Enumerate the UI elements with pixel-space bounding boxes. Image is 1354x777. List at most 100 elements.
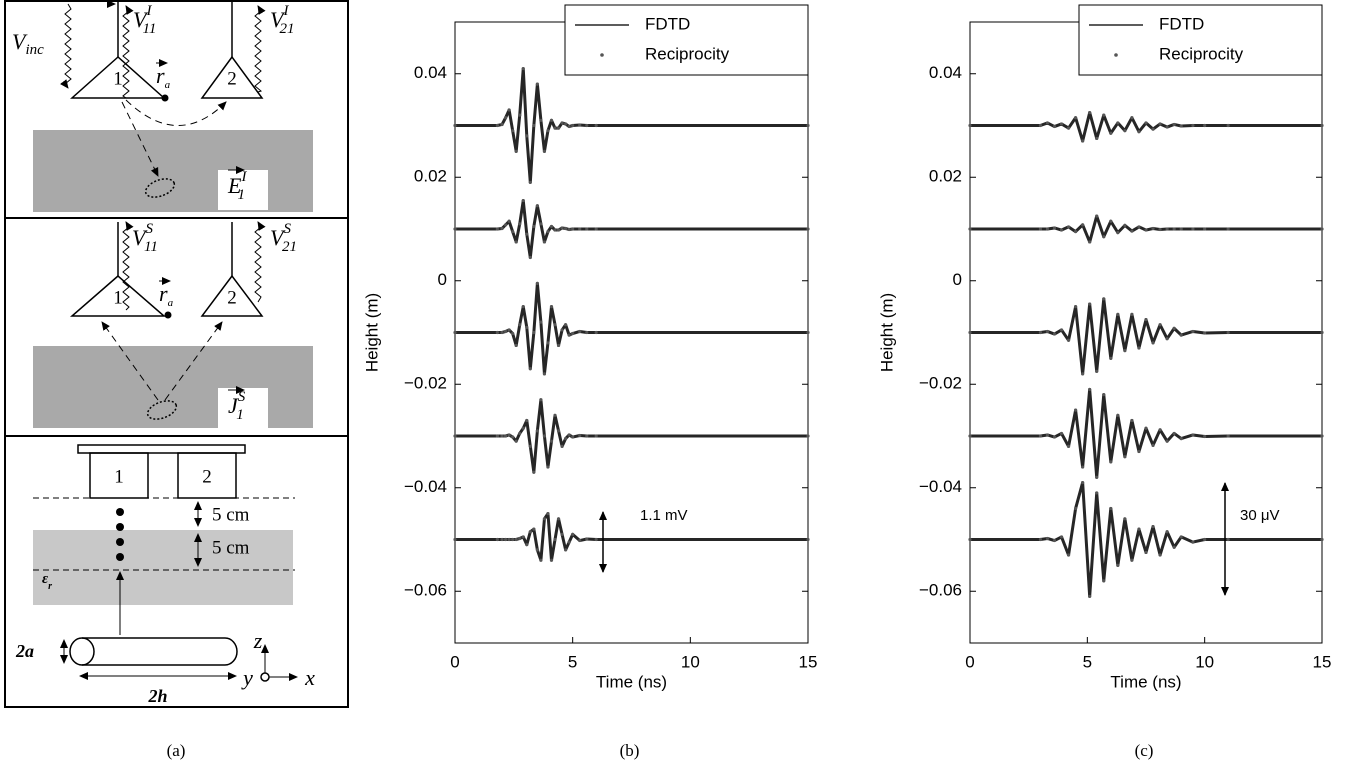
legend-label: Reciprocity <box>645 44 730 63</box>
trace-dot <box>571 532 575 536</box>
symbol: E <box>227 173 242 198</box>
trace-dot <box>1226 330 1230 335</box>
trace-dot <box>1191 123 1195 128</box>
trace-dot <box>514 439 518 443</box>
trace-dot <box>1137 527 1141 531</box>
legend-dot <box>1114 53 1118 57</box>
trace-dot <box>500 122 504 127</box>
trace-dot <box>1059 328 1064 332</box>
trace-dot <box>560 121 564 125</box>
trace-dot <box>503 537 508 542</box>
trace-dot <box>453 537 457 542</box>
trace-dot <box>1203 123 1207 128</box>
trace-dot <box>1165 337 1169 341</box>
trace-dot <box>806 537 810 542</box>
trace-dot <box>1203 537 1207 542</box>
subscript: 1 <box>237 187 245 203</box>
trace-dot <box>507 537 511 542</box>
trace-dot <box>806 227 810 231</box>
x-tick-label: 10 <box>681 652 700 671</box>
annotation: 1.1 mV <box>640 507 688 524</box>
superscript: S <box>283 221 291 237</box>
trace-dot <box>553 323 557 327</box>
trace-line <box>970 481 1322 598</box>
trace-dot <box>564 436 568 441</box>
trace-dot <box>1226 537 1230 542</box>
trace-dot <box>1109 356 1113 360</box>
trace-dot <box>578 329 582 334</box>
trace-dot <box>539 222 543 226</box>
trace-dot <box>1116 413 1120 417</box>
trace-dot <box>1165 530 1169 534</box>
trace-dot <box>1151 443 1155 447</box>
y-tick-label: −0.04 <box>919 477 962 496</box>
y-tick-label: 0 <box>953 270 962 289</box>
trace-dot <box>518 431 522 436</box>
axis-label: x <box>304 665 315 690</box>
axis-label: z <box>253 628 263 653</box>
trace-dot <box>1158 227 1162 232</box>
diagram-labels: 1 2 1 2 1 2 5 cm 5 cm 2a 2h z y x (a) <box>15 68 315 760</box>
trace-dot <box>1052 226 1057 230</box>
x-tick-label: 0 <box>450 652 459 671</box>
trace-dot <box>1226 123 1230 128</box>
math-label: VS 11 <box>132 221 158 255</box>
math-label: VS 21 <box>270 221 297 255</box>
trace-dot <box>1052 124 1057 129</box>
trace-dot <box>514 149 518 153</box>
plot: −0.06 −0.04 −0.02 0 0.02 0.04 0 5 10 15 Time (ns) H… <box>877 4 1331 760</box>
trace-dot <box>500 330 504 335</box>
plot: −0.06 −0.04 −0.02 0 0.02 0.04 0 5 10 15 Time (ns) H… <box>362 4 817 760</box>
trace-dot <box>1066 553 1071 557</box>
trace-dot <box>553 126 557 130</box>
symbol: ε <box>42 571 49 587</box>
trace-dot <box>549 558 554 562</box>
trace-dot <box>1059 535 1064 539</box>
trace-dot <box>1203 434 1207 439</box>
x-axis-label: Time (ns) <box>596 672 667 691</box>
wave-arrow <box>122 5 134 99</box>
point <box>164 311 172 319</box>
trace-dot <box>507 433 511 437</box>
trace-dot <box>1038 123 1042 128</box>
trace-dot <box>560 444 564 448</box>
trace-dot <box>1137 346 1141 350</box>
symbol: V <box>12 29 28 54</box>
trace-dot <box>1066 126 1071 130</box>
antenna <box>200 274 264 317</box>
caption: (a) <box>167 741 186 760</box>
trace-dot <box>1165 125 1169 129</box>
path-arrow <box>164 321 223 401</box>
trace-dot <box>495 330 499 335</box>
trace-dot <box>968 537 972 542</box>
trace-dot <box>453 330 457 335</box>
trace-dot <box>549 305 554 309</box>
trace-dot <box>1151 127 1155 131</box>
ground <box>33 346 313 428</box>
trace-dot <box>511 331 515 336</box>
trace-dot <box>1151 226 1155 231</box>
trace-dot <box>1059 228 1064 232</box>
trace-dot <box>539 398 543 402</box>
antenna-label: 1 <box>114 466 124 487</box>
trace-dot <box>1179 535 1183 539</box>
trace-dot <box>1158 428 1162 432</box>
trace-dot <box>1179 227 1183 231</box>
trace-line <box>970 387 1322 479</box>
dimension-label: 5 cm <box>212 537 250 558</box>
trace-dot <box>1226 434 1230 438</box>
trace-dot <box>1172 431 1176 436</box>
trace-dot <box>507 108 511 112</box>
trace-dot <box>1102 113 1106 117</box>
trace-dot <box>521 426 525 430</box>
trace-dot <box>968 123 972 128</box>
symbol: r <box>159 281 168 306</box>
trace-dot <box>1074 305 1078 309</box>
trace-dot <box>1109 131 1113 135</box>
trace-line <box>455 67 808 184</box>
trace-dot <box>1059 122 1064 126</box>
trace-dot <box>1191 540 1195 544</box>
trace-dot <box>1095 491 1099 495</box>
trace-dot <box>549 224 554 229</box>
trace-dot <box>507 328 511 332</box>
